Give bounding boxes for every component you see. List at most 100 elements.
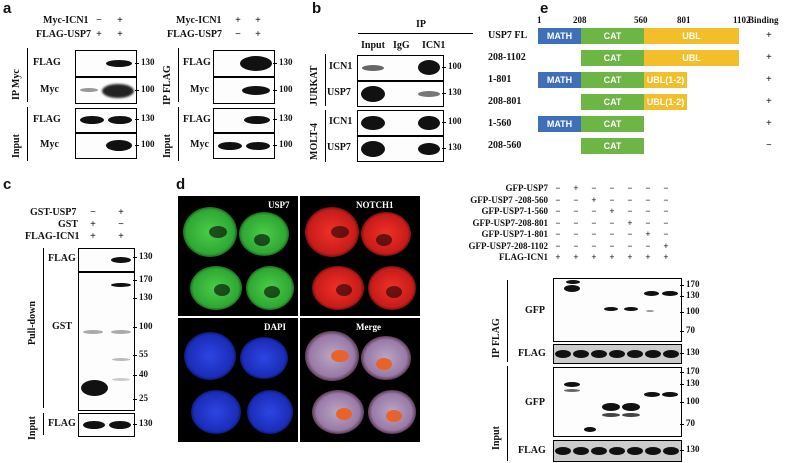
sign: − xyxy=(645,240,651,251)
cond-label: GFP-USP7 -208-560 xyxy=(470,194,548,205)
sign: − xyxy=(573,206,579,216)
mw-label: 130 xyxy=(448,87,462,97)
mw-label: 70 xyxy=(686,325,695,335)
blot-input-myc xyxy=(75,133,137,159)
binding-value: + xyxy=(766,118,772,129)
mw-tick xyxy=(680,402,684,403)
flag-band xyxy=(645,447,661,455)
sign: + xyxy=(555,252,561,262)
sign: − xyxy=(645,183,651,193)
input-label: Input xyxy=(27,416,38,440)
cond-label: GFP-USP7-1-801 xyxy=(481,229,549,239)
mw-label: 130 xyxy=(448,142,462,152)
sign: − xyxy=(573,194,579,205)
sign: − xyxy=(609,217,615,228)
panel-label-d: d xyxy=(176,176,186,193)
mw-label: 100 xyxy=(686,306,700,316)
construct-name: 208-560 xyxy=(488,140,522,151)
sign: − xyxy=(573,240,579,251)
mw-label: 100 xyxy=(279,139,293,149)
ip-header: IP xyxy=(416,19,426,30)
mw-tick xyxy=(680,331,684,332)
cond-label: FLAG-ICN1 xyxy=(25,231,80,242)
sign: − xyxy=(645,217,651,228)
construct-name: 208-801 xyxy=(488,96,522,107)
domain-ubl1-2: UBL(1-2) xyxy=(644,72,687,88)
sign: + xyxy=(627,252,633,262)
panel-label-e: e xyxy=(540,0,549,17)
binding-value: + xyxy=(766,96,772,107)
mw-label: 100 xyxy=(141,139,155,149)
sign: − xyxy=(591,206,597,216)
domain-cat: CAT xyxy=(581,138,644,154)
mw-tick xyxy=(133,327,137,328)
sign: + xyxy=(255,15,261,26)
axis-number: 801 xyxy=(677,15,691,25)
blot-pulldown-gst xyxy=(78,272,135,411)
blot-input-flag xyxy=(213,108,275,133)
mw-label: 130 xyxy=(139,251,153,261)
blot-jurkat-icn1 xyxy=(357,55,444,81)
sign: − xyxy=(96,15,102,26)
sign: − xyxy=(645,206,651,216)
cond-label: GFP-USP7 xyxy=(505,183,549,193)
mw-label: 170 xyxy=(686,279,700,289)
mw-tick xyxy=(133,355,137,356)
input-label: Input xyxy=(491,426,502,450)
flag-band xyxy=(555,447,571,455)
mw-label: 130 xyxy=(139,292,153,302)
sign: + xyxy=(573,252,579,262)
panel-label-b: b xyxy=(312,0,322,17)
panel-label-c: c xyxy=(3,176,12,193)
sign: − xyxy=(609,194,615,205)
sign: + xyxy=(645,252,651,262)
mw-tick xyxy=(680,285,684,286)
mw-tick xyxy=(680,372,684,373)
binding-value: + xyxy=(766,52,772,63)
sign: − xyxy=(609,183,615,193)
micro-notch1 xyxy=(300,196,420,316)
cond-label: GST xyxy=(58,219,79,230)
mw-tick xyxy=(680,353,684,354)
blot-ip-gfp xyxy=(553,278,682,342)
sign: − xyxy=(627,183,633,193)
sign: + xyxy=(627,217,633,228)
row-label: Myc xyxy=(190,139,209,150)
micro-label: DAPI xyxy=(264,322,286,332)
sign: + xyxy=(591,194,597,205)
cond-label: FLAG-USP7 xyxy=(36,29,91,40)
flag-band xyxy=(573,350,589,358)
micro-dapi xyxy=(178,318,298,442)
blot-jurkat-usp7 xyxy=(357,81,444,107)
sign: − xyxy=(627,229,633,239)
sign: − xyxy=(555,206,561,216)
sign: − xyxy=(235,29,241,40)
input-label: Input xyxy=(162,134,173,158)
mw-tick xyxy=(133,298,137,299)
mw-tick xyxy=(133,280,137,281)
domain-math: MATH xyxy=(538,28,581,44)
blot-pulldown-flag xyxy=(78,248,135,272)
domain-cat: CAT xyxy=(581,50,644,66)
mw-tick xyxy=(133,399,137,400)
sign: − xyxy=(609,240,615,251)
ip-label: IP Myc xyxy=(11,69,22,100)
mw-tick xyxy=(680,450,684,451)
sign: − xyxy=(555,229,561,239)
mw-tick xyxy=(680,312,684,313)
domain-cat: CAT xyxy=(581,116,644,132)
flag-band xyxy=(645,350,661,358)
domain-cat: CAT xyxy=(581,94,644,110)
sign: − xyxy=(663,194,669,205)
axis-number: 208 xyxy=(573,15,587,25)
mw-label: 170 xyxy=(686,366,700,376)
flag-band xyxy=(627,350,643,358)
binding-value: − xyxy=(766,140,772,151)
flag-band xyxy=(591,447,607,455)
axis-number: 1 xyxy=(537,15,542,25)
row-label: GFP xyxy=(525,305,545,316)
sign: − xyxy=(663,229,669,239)
sign: + xyxy=(609,252,615,262)
mw-label: 130 xyxy=(279,57,293,67)
binding-header: Binding xyxy=(748,15,779,25)
